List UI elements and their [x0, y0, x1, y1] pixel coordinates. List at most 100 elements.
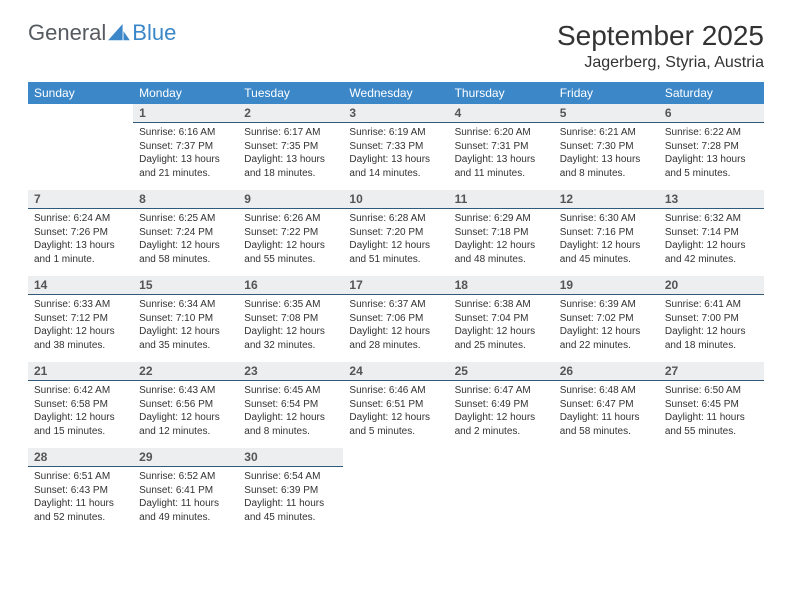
day-details: Sunrise: 6:47 AMSunset: 6:49 PMDaylight:… [449, 381, 554, 444]
calendar-cell: 18Sunrise: 6:38 AMSunset: 7:04 PMDayligh… [449, 276, 554, 362]
day-header: Tuesday [238, 82, 343, 104]
calendar-cell: 23Sunrise: 6:45 AMSunset: 6:54 PMDayligh… [238, 362, 343, 448]
calendar-cell [28, 104, 133, 190]
day-details: Sunrise: 6:48 AMSunset: 6:47 PMDaylight:… [554, 381, 659, 444]
day-details: Sunrise: 6:28 AMSunset: 7:20 PMDaylight:… [343, 209, 448, 272]
sunset-text: Sunset: 7:00 PM [665, 312, 758, 326]
calendar-cell: 28Sunrise: 6:51 AMSunset: 6:43 PMDayligh… [28, 448, 133, 534]
daylight-text: Daylight: 12 hours [139, 239, 232, 253]
day-details: Sunrise: 6:24 AMSunset: 7:26 PMDaylight:… [28, 209, 133, 272]
daylight-text: and 32 minutes. [244, 339, 337, 353]
sunrise-text: Sunrise: 6:20 AM [455, 126, 548, 140]
day-details: Sunrise: 6:43 AMSunset: 6:56 PMDaylight:… [133, 381, 238, 444]
day-number: 7 [28, 190, 133, 209]
calendar-cell: 27Sunrise: 6:50 AMSunset: 6:45 PMDayligh… [659, 362, 764, 448]
calendar-cell: 5Sunrise: 6:21 AMSunset: 7:30 PMDaylight… [554, 104, 659, 190]
daylight-text: Daylight: 11 hours [34, 497, 127, 511]
daylight-text: and 8 minutes. [244, 425, 337, 439]
sunset-text: Sunset: 6:56 PM [139, 398, 232, 412]
day-details: Sunrise: 6:20 AMSunset: 7:31 PMDaylight:… [449, 123, 554, 186]
sunrise-text: Sunrise: 6:29 AM [455, 212, 548, 226]
sunrise-text: Sunrise: 6:19 AM [349, 126, 442, 140]
sunrise-text: Sunrise: 6:39 AM [560, 298, 653, 312]
page: General Blue September 2025 Jagerberg, S… [0, 0, 792, 554]
calendar-cell: 12Sunrise: 6:30 AMSunset: 7:16 PMDayligh… [554, 190, 659, 276]
day-details: Sunrise: 6:50 AMSunset: 6:45 PMDaylight:… [659, 381, 764, 444]
sunrise-text: Sunrise: 6:33 AM [34, 298, 127, 312]
day-number [659, 448, 764, 452]
calendar-cell: 8Sunrise: 6:25 AMSunset: 7:24 PMDaylight… [133, 190, 238, 276]
daylight-text: Daylight: 12 hours [34, 411, 127, 425]
day-number: 16 [238, 276, 343, 295]
header: General Blue September 2025 Jagerberg, S… [28, 20, 764, 72]
calendar-cell: 9Sunrise: 6:26 AMSunset: 7:22 PMDaylight… [238, 190, 343, 276]
day-number: 25 [449, 362, 554, 381]
calendar-cell: 26Sunrise: 6:48 AMSunset: 6:47 PMDayligh… [554, 362, 659, 448]
logo-text-blue: Blue [132, 20, 176, 46]
logo: General Blue [28, 20, 176, 46]
day-header: Saturday [659, 82, 764, 104]
sunset-text: Sunset: 6:54 PM [244, 398, 337, 412]
day-number: 8 [133, 190, 238, 209]
sunrise-text: Sunrise: 6:45 AM [244, 384, 337, 398]
calendar-cell: 25Sunrise: 6:47 AMSunset: 6:49 PMDayligh… [449, 362, 554, 448]
sunrise-text: Sunrise: 6:28 AM [349, 212, 442, 226]
day-details: Sunrise: 6:32 AMSunset: 7:14 PMDaylight:… [659, 209, 764, 272]
calendar-cell: 19Sunrise: 6:39 AMSunset: 7:02 PMDayligh… [554, 276, 659, 362]
day-details: Sunrise: 6:51 AMSunset: 6:43 PMDaylight:… [28, 467, 133, 530]
sunset-text: Sunset: 7:28 PM [665, 140, 758, 154]
logo-triangle-icon [108, 24, 130, 42]
day-details: Sunrise: 6:45 AMSunset: 6:54 PMDaylight:… [238, 381, 343, 444]
day-number [554, 448, 659, 452]
daylight-text: Daylight: 13 hours [349, 153, 442, 167]
calendar-cell: 29Sunrise: 6:52 AMSunset: 6:41 PMDayligh… [133, 448, 238, 534]
daylight-text: Daylight: 13 hours [560, 153, 653, 167]
day-number: 15 [133, 276, 238, 295]
sunrise-text: Sunrise: 6:47 AM [455, 384, 548, 398]
daylight-text: and 58 minutes. [560, 425, 653, 439]
sunset-text: Sunset: 7:20 PM [349, 226, 442, 240]
calendar-cell: 10Sunrise: 6:28 AMSunset: 7:20 PMDayligh… [343, 190, 448, 276]
sunrise-text: Sunrise: 6:46 AM [349, 384, 442, 398]
daylight-text: and 2 minutes. [455, 425, 548, 439]
sunrise-text: Sunrise: 6:26 AM [244, 212, 337, 226]
sunrise-text: Sunrise: 6:52 AM [139, 470, 232, 484]
daylight-text: Daylight: 12 hours [244, 239, 337, 253]
calendar-cell: 6Sunrise: 6:22 AMSunset: 7:28 PMDaylight… [659, 104, 764, 190]
daylight-text: Daylight: 12 hours [139, 325, 232, 339]
daylight-text: and 38 minutes. [34, 339, 127, 353]
daylight-text: and 48 minutes. [455, 253, 548, 267]
sunrise-text: Sunrise: 6:41 AM [665, 298, 758, 312]
sunrise-text: Sunrise: 6:35 AM [244, 298, 337, 312]
sunset-text: Sunset: 7:04 PM [455, 312, 548, 326]
daylight-text: and 52 minutes. [34, 511, 127, 525]
daylight-text: and 14 minutes. [349, 167, 442, 181]
day-number: 13 [659, 190, 764, 209]
sunrise-text: Sunrise: 6:21 AM [560, 126, 653, 140]
daylight-text: Daylight: 13 hours [34, 239, 127, 253]
calendar-cell: 7Sunrise: 6:24 AMSunset: 7:26 PMDaylight… [28, 190, 133, 276]
day-number: 19 [554, 276, 659, 295]
day-details: Sunrise: 6:35 AMSunset: 7:08 PMDaylight:… [238, 295, 343, 358]
day-header: Thursday [449, 82, 554, 104]
daylight-text: Daylight: 12 hours [139, 411, 232, 425]
day-number: 10 [343, 190, 448, 209]
sunset-text: Sunset: 7:08 PM [244, 312, 337, 326]
sunrise-text: Sunrise: 6:24 AM [34, 212, 127, 226]
sunset-text: Sunset: 7:18 PM [455, 226, 548, 240]
calendar-cell [554, 448, 659, 534]
calendar-cell: 17Sunrise: 6:37 AMSunset: 7:06 PMDayligh… [343, 276, 448, 362]
sunset-text: Sunset: 7:16 PM [560, 226, 653, 240]
day-number: 17 [343, 276, 448, 295]
day-number: 4 [449, 104, 554, 123]
daylight-text: Daylight: 13 hours [139, 153, 232, 167]
daylight-text: Daylight: 11 hours [665, 411, 758, 425]
calendar-cell: 20Sunrise: 6:41 AMSunset: 7:00 PMDayligh… [659, 276, 764, 362]
daylight-text: and 25 minutes. [455, 339, 548, 353]
daylight-text: and 11 minutes. [455, 167, 548, 181]
day-number [343, 448, 448, 452]
daylight-text: Daylight: 13 hours [455, 153, 548, 167]
sunset-text: Sunset: 6:51 PM [349, 398, 442, 412]
calendar-cell: 16Sunrise: 6:35 AMSunset: 7:08 PMDayligh… [238, 276, 343, 362]
day-number: 21 [28, 362, 133, 381]
